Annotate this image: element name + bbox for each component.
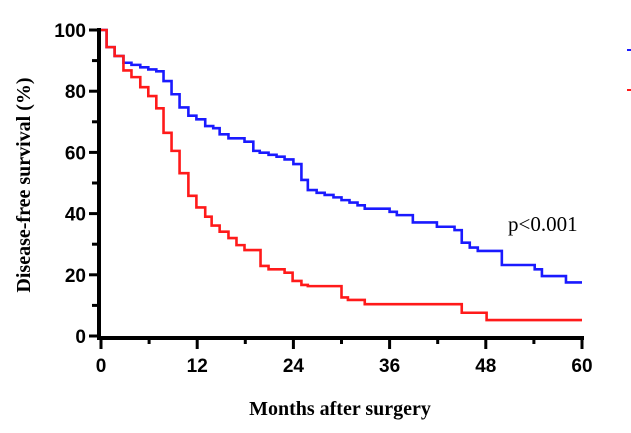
y-tick-label: 80 xyxy=(65,82,86,103)
y-tick-label: 20 xyxy=(65,266,86,287)
y-tick-label: 100 xyxy=(54,21,86,42)
x-tick-label: 0 xyxy=(96,356,107,377)
y-axis-label: Disease-free survival (%) xyxy=(13,77,35,292)
x-tick-label: 60 xyxy=(571,356,592,377)
survival-curve-blue xyxy=(101,28,582,284)
y-tick-label: 40 xyxy=(65,205,86,226)
y-tick-label: 60 xyxy=(65,143,86,164)
survival-curve-red xyxy=(101,28,582,322)
p-value-annotation: p<0.001 xyxy=(508,212,578,236)
x-tick-label: 12 xyxy=(187,356,208,377)
x-tick-label: 36 xyxy=(379,356,400,377)
x-tick-label: 24 xyxy=(283,356,305,377)
x-axis-label: Months after surgery xyxy=(249,398,431,420)
y-tick-label: 0 xyxy=(75,327,86,348)
x-tick-label: 48 xyxy=(475,356,496,377)
